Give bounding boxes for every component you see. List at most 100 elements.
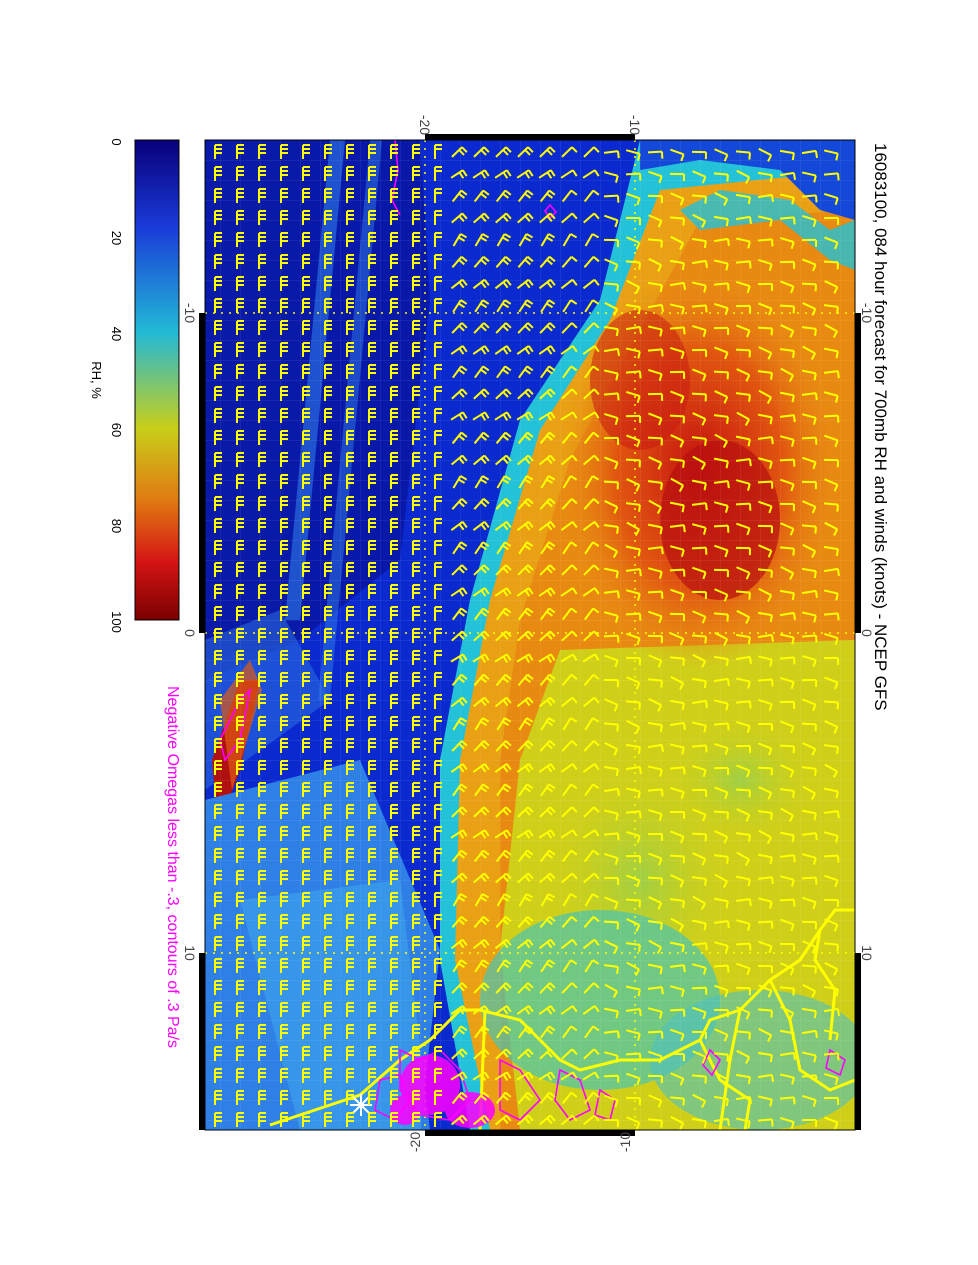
wind-barb bbox=[258, 320, 266, 335]
wind-barb bbox=[801, 964, 817, 974]
wind-barb bbox=[280, 584, 288, 599]
wind-barb bbox=[346, 430, 354, 445]
map-subtitle: Negative Omegas less than -.3, contours … bbox=[164, 686, 181, 1048]
wind-barb bbox=[390, 474, 398, 489]
wind-barb bbox=[258, 782, 266, 797]
wind-barb bbox=[236, 826, 244, 841]
wind-barb bbox=[582, 520, 600, 532]
wind-barb bbox=[258, 672, 266, 687]
wind-barb bbox=[647, 325, 663, 337]
wind-barb bbox=[324, 936, 332, 951]
wind-barb bbox=[758, 302, 773, 316]
wind-barb bbox=[434, 782, 442, 797]
wind-barb bbox=[713, 1008, 729, 1018]
wind-barb bbox=[518, 233, 534, 247]
wind-barb bbox=[302, 584, 310, 599]
wind-barb bbox=[412, 540, 420, 555]
wind-barbs bbox=[214, 144, 840, 1130]
wind-barb bbox=[582, 411, 600, 421]
wind-barb bbox=[518, 959, 534, 973]
wind-barb bbox=[824, 763, 838, 779]
wind-barb bbox=[280, 914, 288, 929]
wind-barb bbox=[434, 628, 442, 643]
wind-barb bbox=[258, 188, 266, 203]
colorbar-tick: 60 bbox=[109, 423, 124, 437]
wind-barb bbox=[214, 1068, 222, 1083]
wind-barb bbox=[324, 584, 332, 599]
wind-barb bbox=[302, 870, 310, 885]
wind-barb bbox=[434, 386, 442, 401]
wind-barb bbox=[538, 345, 556, 355]
wind-barb bbox=[346, 1002, 354, 1017]
wind-barb bbox=[452, 717, 468, 731]
wind-barb bbox=[625, 1096, 641, 1106]
wind-barb bbox=[412, 826, 420, 841]
wind-barb bbox=[561, 564, 578, 576]
wind-barb bbox=[758, 389, 772, 405]
wind-barb bbox=[823, 149, 839, 161]
wind-barb bbox=[647, 963, 663, 975]
wind-barb bbox=[258, 518, 266, 533]
wind-barb bbox=[495, 431, 512, 445]
wind-barb bbox=[236, 892, 244, 907]
wind-barb bbox=[670, 588, 685, 602]
wind-barb bbox=[434, 540, 442, 555]
wind-barb bbox=[516, 345, 534, 355]
wind-barb bbox=[346, 518, 354, 533]
wind-barb bbox=[280, 166, 288, 181]
wind-barb bbox=[692, 610, 707, 624]
wind-barb bbox=[823, 414, 840, 423]
wind-barb bbox=[604, 500, 619, 514]
wind-barb bbox=[583, 388, 600, 400]
wind-barb bbox=[258, 232, 266, 247]
wind-barb bbox=[412, 474, 420, 489]
wind-barb bbox=[561, 806, 578, 818]
wind-barb bbox=[302, 474, 310, 489]
wind-barb bbox=[647, 523, 663, 535]
wind-barb bbox=[451, 1048, 468, 1060]
wind-barb bbox=[390, 738, 398, 753]
wind-barb bbox=[412, 364, 420, 379]
wind-barb bbox=[302, 1090, 310, 1105]
wind-barb bbox=[713, 237, 730, 246]
wind-barb bbox=[258, 364, 266, 379]
wind-barb bbox=[757, 678, 774, 687]
wind-barb bbox=[736, 169, 751, 184]
wind-barb bbox=[302, 254, 310, 269]
wind-barb bbox=[669, 370, 686, 379]
wind-barb bbox=[648, 170, 663, 184]
wind-barb bbox=[280, 672, 288, 687]
wind-barb bbox=[540, 365, 556, 379]
wind-barb bbox=[390, 1068, 398, 1083]
wind-barb bbox=[236, 1024, 244, 1039]
wind-barb bbox=[582, 653, 600, 663]
wind-barb bbox=[474, 959, 490, 973]
wind-barb bbox=[824, 521, 839, 536]
wind-barb bbox=[714, 346, 729, 360]
wind-barb bbox=[368, 1068, 376, 1083]
wind-barb bbox=[604, 456, 619, 470]
wind-barb bbox=[236, 694, 244, 709]
wind-barb bbox=[496, 475, 512, 489]
wind-barb bbox=[412, 1046, 420, 1061]
wind-barb bbox=[560, 1005, 578, 1015]
wind-barb bbox=[758, 698, 773, 712]
wind-barb bbox=[434, 474, 442, 489]
wind-barb bbox=[494, 1114, 512, 1126]
wind-barb bbox=[692, 653, 707, 668]
wind-barb bbox=[214, 408, 222, 423]
wind-barb bbox=[692, 213, 707, 228]
wind-barb bbox=[735, 1030, 751, 1040]
wind-barb bbox=[258, 804, 266, 819]
wind-barb bbox=[735, 502, 752, 511]
wind-barb bbox=[736, 962, 751, 976]
wind-barb bbox=[625, 810, 642, 819]
wind-barb bbox=[670, 192, 685, 206]
wind-barb bbox=[625, 787, 641, 799]
wind-barb bbox=[280, 694, 288, 709]
wind-barb bbox=[450, 829, 468, 839]
wind-barb bbox=[561, 740, 578, 752]
wind-barb bbox=[390, 1024, 398, 1039]
wind-barb bbox=[346, 650, 354, 665]
wind-barb bbox=[473, 915, 490, 928]
